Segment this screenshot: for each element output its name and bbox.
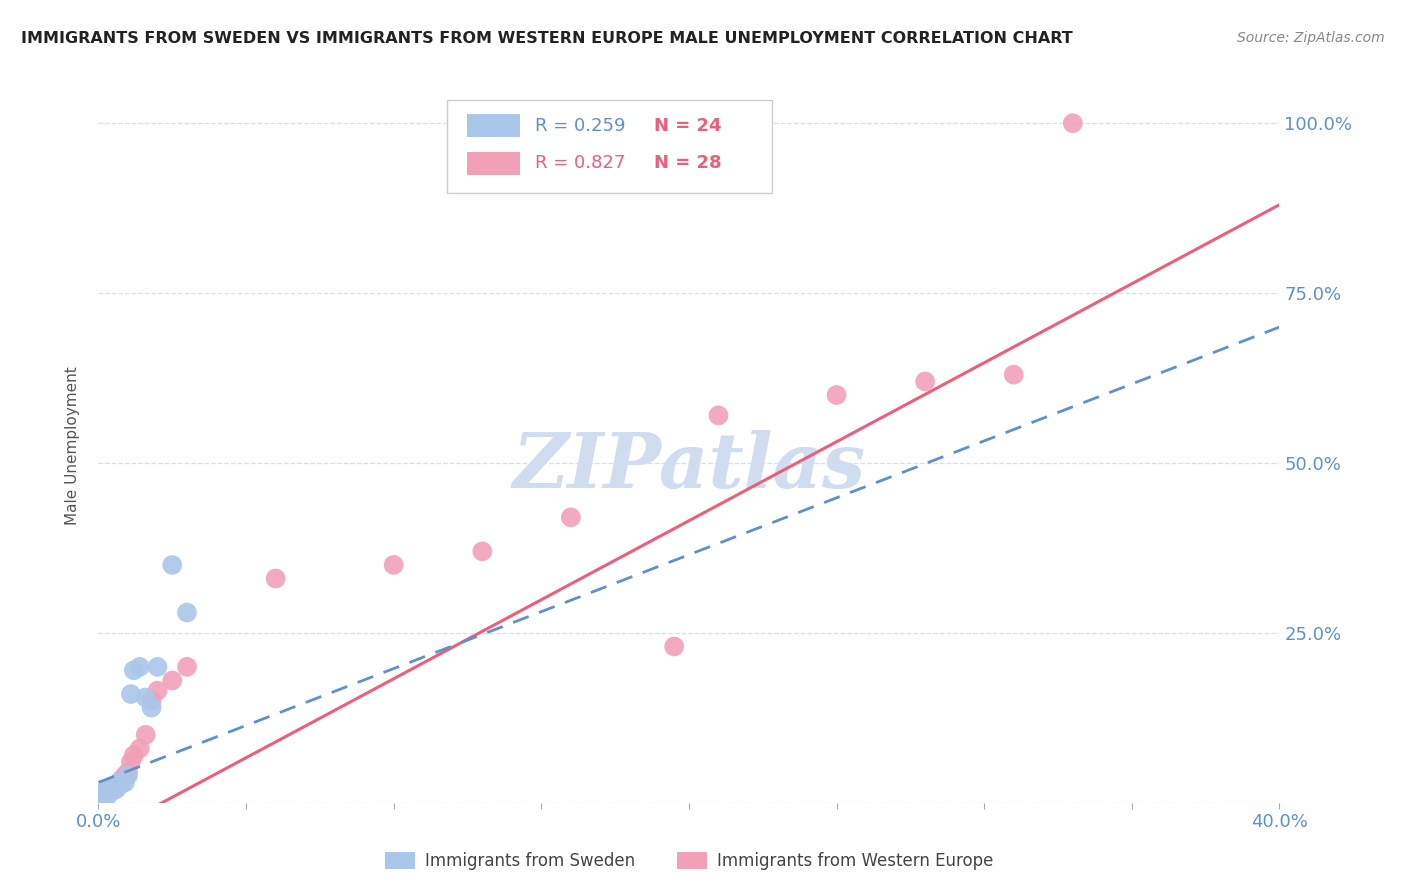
- Point: [122, 748, 145, 763]
- Point: [162, 558, 183, 572]
- Point: [105, 782, 128, 797]
- Point: [105, 779, 128, 793]
- Point: [146, 683, 169, 698]
- Point: [560, 510, 582, 524]
- Point: [664, 640, 686, 654]
- Y-axis label: Male Unemployment: Male Unemployment: [65, 367, 80, 525]
- Text: ZIPatlas: ZIPatlas: [512, 431, 866, 504]
- Point: [707, 409, 730, 423]
- Point: [93, 789, 115, 803]
- Point: [471, 544, 494, 558]
- Point: [128, 660, 150, 674]
- Point: [96, 786, 118, 800]
- Point: [1062, 116, 1084, 130]
- Point: [108, 775, 131, 789]
- Text: R = 0.259: R = 0.259: [536, 117, 626, 135]
- Point: [93, 786, 115, 800]
- Point: [108, 775, 131, 789]
- Point: [90, 789, 112, 803]
- Point: [914, 375, 936, 389]
- Point: [98, 786, 121, 800]
- Point: [1002, 368, 1025, 382]
- Point: [114, 769, 136, 783]
- Text: IMMIGRANTS FROM SWEDEN VS IMMIGRANTS FROM WESTERN EUROPE MALE UNEMPLOYMENT CORRE: IMMIGRANTS FROM SWEDEN VS IMMIGRANTS FRO…: [21, 31, 1073, 46]
- Point: [120, 687, 142, 701]
- Text: Source: ZipAtlas.com: Source: ZipAtlas.com: [1237, 31, 1385, 45]
- Point: [117, 769, 139, 783]
- Point: [108, 779, 131, 793]
- FancyBboxPatch shape: [467, 114, 520, 137]
- Text: N = 24: N = 24: [654, 117, 721, 135]
- FancyBboxPatch shape: [467, 152, 520, 175]
- Point: [128, 741, 150, 756]
- Point: [117, 765, 139, 780]
- Point: [176, 606, 198, 620]
- Point: [176, 660, 198, 674]
- Point: [111, 772, 134, 786]
- Legend: Immigrants from Sweden, Immigrants from Western Europe: Immigrants from Sweden, Immigrants from …: [378, 845, 1000, 877]
- Point: [135, 690, 157, 705]
- Point: [162, 673, 183, 688]
- Point: [382, 558, 405, 572]
- Text: R = 0.827: R = 0.827: [536, 154, 626, 172]
- Point: [103, 782, 125, 797]
- Point: [825, 388, 848, 402]
- Point: [98, 782, 121, 797]
- Point: [98, 782, 121, 797]
- Point: [103, 782, 125, 797]
- Point: [141, 694, 163, 708]
- Point: [90, 789, 112, 803]
- Point: [105, 779, 128, 793]
- Point: [96, 789, 118, 803]
- Point: [122, 663, 145, 677]
- Point: [120, 755, 142, 769]
- Point: [141, 700, 163, 714]
- Point: [111, 775, 134, 789]
- Point: [146, 660, 169, 674]
- Point: [135, 728, 157, 742]
- Point: [93, 786, 115, 800]
- Point: [114, 775, 136, 789]
- Point: [103, 779, 125, 793]
- FancyBboxPatch shape: [447, 100, 772, 193]
- Text: N = 28: N = 28: [654, 154, 721, 172]
- Point: [264, 572, 287, 586]
- Point: [96, 782, 118, 797]
